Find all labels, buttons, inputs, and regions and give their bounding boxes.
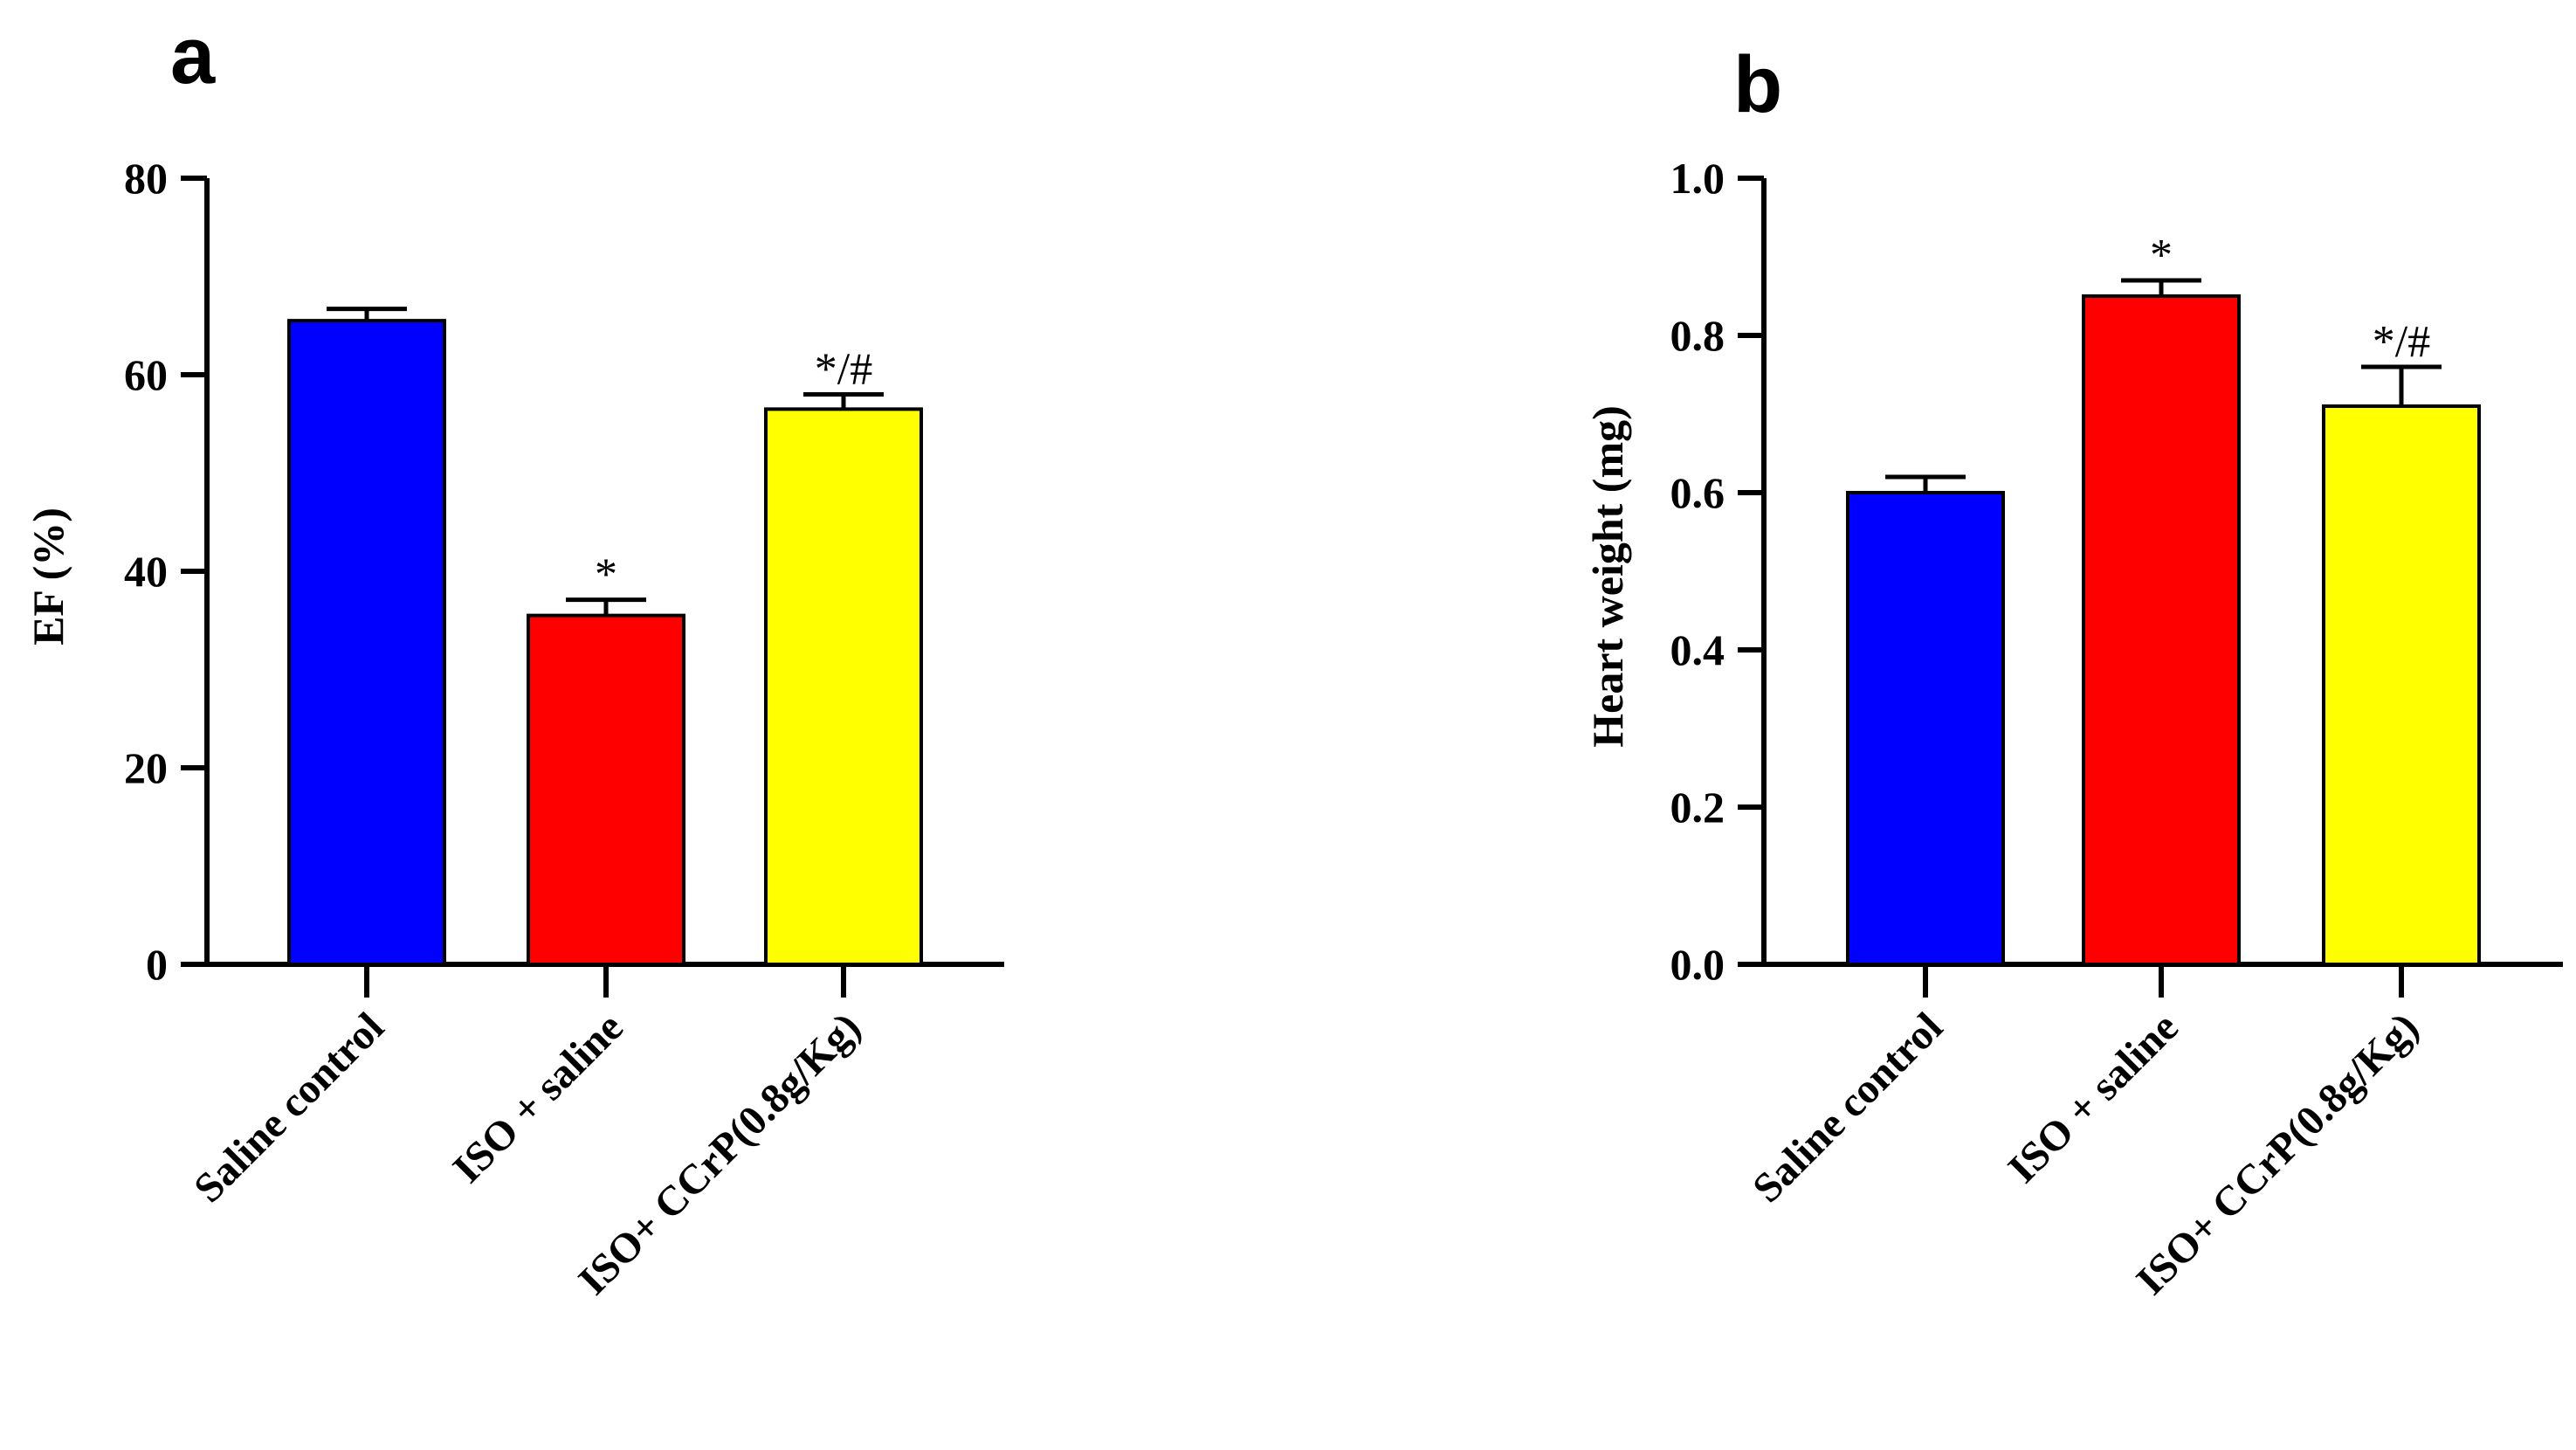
panel-a-y-tick-label: 60 bbox=[124, 350, 168, 399]
panel-b-y-tick-label: 1.0 bbox=[1670, 154, 1725, 203]
panel-b-significance-label: * bbox=[2150, 231, 2173, 280]
panel-a-y-tick-label: 0 bbox=[146, 940, 168, 989]
panel-b-y-tick-label: 0.0 bbox=[1670, 940, 1725, 989]
panel-a-significance-label: */# bbox=[815, 345, 872, 395]
panel-a-y-tick-label: 80 bbox=[124, 154, 168, 203]
panel-b-y-axis-title: Heart weight (mg) bbox=[1583, 405, 1632, 748]
panel-b-bar bbox=[1846, 491, 2005, 966]
panel-b-letter: b bbox=[1733, 40, 1782, 129]
panel-b-y-tick-label: 0.8 bbox=[1670, 311, 1725, 360]
panel-a-y-tick-label: 20 bbox=[124, 743, 168, 792]
panel-a-bar bbox=[764, 407, 923, 966]
panel-a-y-tick-label: 40 bbox=[124, 547, 168, 596]
panel-b-y-tick-label: 0.2 bbox=[1670, 783, 1725, 832]
panel-b-y-tick-label: 0.6 bbox=[1670, 468, 1725, 517]
panel-a-y-axis-title: EF (%) bbox=[24, 508, 72, 646]
panel-b-significance-label: */# bbox=[2373, 317, 2430, 367]
panel-a-significance-label: * bbox=[595, 550, 617, 600]
panel-a-bar bbox=[287, 319, 446, 966]
panel-b-y-tick-label: 0.4 bbox=[1670, 625, 1725, 674]
panel-a-bar bbox=[527, 613, 685, 966]
panel-b-bar bbox=[2082, 294, 2241, 966]
panel-a-letter: a bbox=[170, 11, 216, 100]
panel-b-bar bbox=[2322, 404, 2481, 966]
